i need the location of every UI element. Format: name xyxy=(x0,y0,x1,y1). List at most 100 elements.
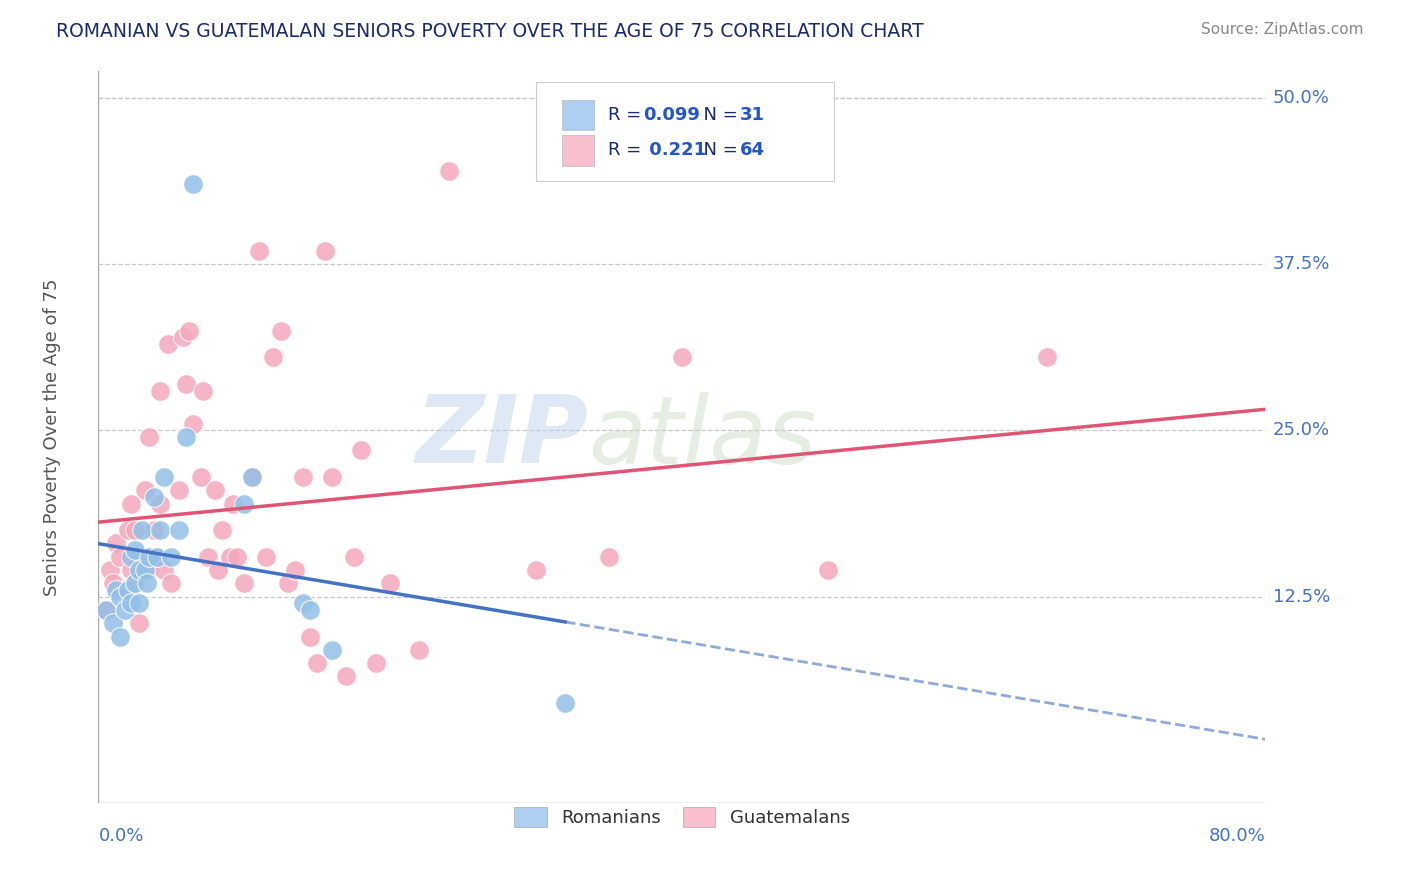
Point xyxy=(181,178,204,192)
Point xyxy=(270,324,292,338)
Point xyxy=(254,549,277,564)
Text: 25.0%: 25.0% xyxy=(1272,421,1330,440)
Point xyxy=(138,563,160,577)
Point xyxy=(408,643,430,657)
Text: 0.099: 0.099 xyxy=(644,106,700,124)
Point xyxy=(157,337,180,351)
Point xyxy=(131,563,153,577)
Point xyxy=(172,330,194,344)
Point xyxy=(160,549,183,564)
Point xyxy=(117,523,139,537)
Point xyxy=(114,603,136,617)
Point xyxy=(124,549,146,564)
Point xyxy=(197,549,219,564)
Point xyxy=(277,576,299,591)
Text: ROMANIAN VS GUATEMALAN SENIORS POVERTY OVER THE AGE OF 75 CORRELATION CHART: ROMANIAN VS GUATEMALAN SENIORS POVERTY O… xyxy=(56,22,924,41)
Point xyxy=(291,470,314,484)
Point xyxy=(120,596,142,610)
Point xyxy=(128,616,150,631)
Point xyxy=(298,603,321,617)
Point xyxy=(314,244,336,258)
Text: N =: N = xyxy=(692,141,744,159)
Point xyxy=(817,563,839,577)
Text: 64: 64 xyxy=(741,141,765,159)
Point xyxy=(174,430,197,444)
Bar xyxy=(562,135,595,166)
Point xyxy=(598,549,620,564)
Point xyxy=(380,576,402,591)
Point xyxy=(110,630,132,644)
Point xyxy=(240,470,263,484)
Point xyxy=(524,563,547,577)
Point xyxy=(138,430,160,444)
Point xyxy=(124,576,146,591)
Point xyxy=(94,603,117,617)
Point xyxy=(149,384,172,398)
Point xyxy=(307,656,329,670)
Point xyxy=(350,443,373,458)
Point xyxy=(134,563,156,577)
Text: Seniors Poverty Over the Age of 75: Seniors Poverty Over the Age of 75 xyxy=(42,278,60,596)
FancyBboxPatch shape xyxy=(536,82,834,181)
Point xyxy=(226,549,249,564)
Point xyxy=(671,351,693,365)
Point xyxy=(124,543,146,558)
Point xyxy=(128,563,150,577)
Text: 37.5%: 37.5% xyxy=(1272,255,1330,273)
Point xyxy=(233,497,256,511)
Text: R =: R = xyxy=(609,141,647,159)
Point xyxy=(120,497,142,511)
Point xyxy=(149,497,172,511)
Point xyxy=(153,563,176,577)
Point xyxy=(120,563,142,577)
Text: atlas: atlas xyxy=(589,392,817,483)
Point xyxy=(204,483,226,498)
Text: N =: N = xyxy=(692,106,744,124)
Point xyxy=(262,351,284,365)
Point xyxy=(298,630,321,644)
Point xyxy=(104,536,127,550)
Point xyxy=(135,576,157,591)
Point xyxy=(193,384,215,398)
Point xyxy=(321,643,343,657)
Point xyxy=(142,490,165,504)
Point xyxy=(218,549,240,564)
Point xyxy=(167,483,190,498)
Text: 12.5%: 12.5% xyxy=(1272,588,1330,606)
Point xyxy=(98,563,121,577)
Point xyxy=(190,470,212,484)
Point xyxy=(114,582,136,597)
Point xyxy=(124,523,146,537)
Point xyxy=(120,549,142,564)
Point xyxy=(153,470,176,484)
Text: 0.221: 0.221 xyxy=(644,141,707,159)
Point xyxy=(321,470,343,484)
Point xyxy=(335,669,357,683)
Point xyxy=(211,523,233,537)
Point xyxy=(94,603,117,617)
Text: 0.0%: 0.0% xyxy=(98,827,143,845)
Point xyxy=(110,549,132,564)
Point xyxy=(364,656,387,670)
Point xyxy=(554,696,576,710)
Point xyxy=(146,549,169,564)
Point xyxy=(437,164,460,178)
Point xyxy=(142,523,165,537)
Text: 31: 31 xyxy=(741,106,765,124)
Point xyxy=(138,549,160,564)
Point xyxy=(135,549,157,564)
Text: Source: ZipAtlas.com: Source: ZipAtlas.com xyxy=(1201,22,1364,37)
Point xyxy=(134,483,156,498)
Point xyxy=(167,523,190,537)
Point xyxy=(181,417,204,431)
Text: R =: R = xyxy=(609,106,647,124)
Point xyxy=(284,563,307,577)
Point xyxy=(149,523,172,537)
Point xyxy=(124,576,146,591)
Point xyxy=(160,576,183,591)
Point xyxy=(343,549,366,564)
Point xyxy=(146,549,169,564)
Point xyxy=(240,470,263,484)
Legend: Romanians, Guatemalans: Romanians, Guatemalans xyxy=(508,799,856,834)
Point xyxy=(110,590,132,604)
